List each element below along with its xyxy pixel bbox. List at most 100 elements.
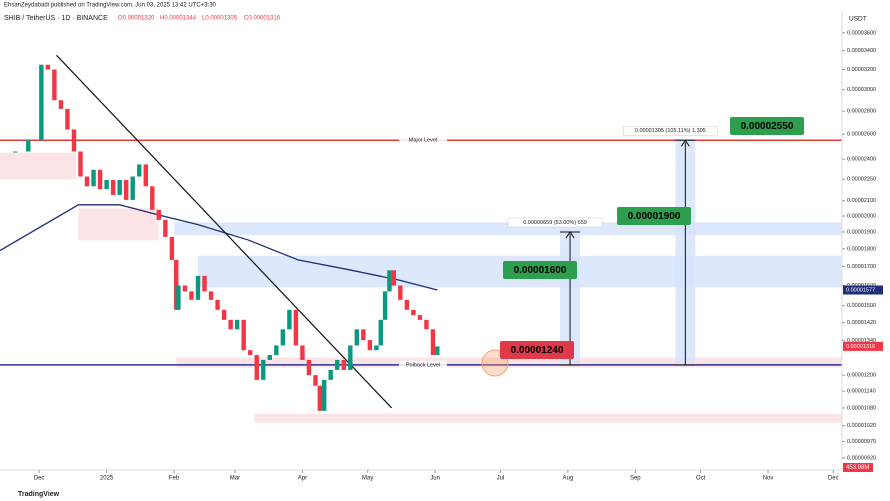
unit-label: USDT (849, 16, 867, 23)
candle (435, 346, 440, 356)
x-tick-label: May (362, 476, 373, 482)
candle (321, 379, 327, 411)
candle (97, 169, 103, 190)
candle (156, 209, 162, 220)
support-box: 0.00001240 (500, 341, 574, 359)
plot-area: Major Level Polback Level 0.00000659 (53.0… (0, 54, 843, 423)
y-tick-label: 0.00001500 (847, 303, 876, 309)
x-tick-label: Jul (497, 476, 505, 482)
candle (417, 315, 423, 320)
y-tick-label: 0.00001200 (847, 373, 876, 379)
candle (328, 369, 333, 380)
measure-label: 0.00000659 (53.00%) 659 (523, 220, 587, 226)
price-tag-label: 0.00001577 (846, 287, 875, 293)
candle (391, 270, 397, 286)
candle (174, 259, 179, 310)
candle (130, 176, 135, 200)
candle (58, 100, 64, 109)
level-label-bg (399, 360, 447, 369)
candle (341, 359, 346, 370)
candle (176, 285, 181, 310)
zone (78, 208, 159, 241)
y-tick-label: 0.00002600 (847, 132, 876, 138)
support-bg (500, 341, 574, 359)
candle (202, 275, 207, 292)
candle (84, 176, 90, 187)
candle (367, 340, 373, 351)
candle (261, 359, 266, 380)
level-label-bg (399, 136, 447, 145)
measure-label: 0.00001305 (105.11%) 1,305 (635, 128, 706, 134)
y-tick-label: 0.00002800 (847, 109, 876, 115)
candle (215, 299, 220, 310)
trendline (56, 54, 393, 409)
candle (387, 270, 392, 292)
candle (280, 329, 286, 346)
candle (248, 350, 253, 356)
candle (123, 179, 129, 200)
candle (150, 186, 155, 210)
y-tick-label: 0.00001140 (847, 389, 876, 395)
price-axis-bg (842, 0, 890, 501)
candle (317, 385, 323, 411)
ohlc-value: C0.00001316 (244, 16, 281, 22)
y-tick-label: 0.00000920 (847, 455, 876, 461)
candle (404, 299, 410, 310)
x-tick-label: Dec (828, 476, 839, 482)
candle (189, 291, 194, 300)
y-tick-label: 0.00001020 (847, 423, 876, 429)
measure-label-bg (623, 126, 718, 136)
candle (228, 319, 233, 330)
y-tick-label: 0.00003400 (847, 48, 876, 54)
candle (254, 355, 259, 380)
candle (424, 319, 429, 330)
zone (174, 222, 842, 236)
candle (78, 151, 83, 177)
price-tag (843, 285, 883, 295)
candle (300, 345, 305, 360)
candle (65, 108, 70, 130)
symbol-title: SHIB / TetherUS · 1D · BINANCE (4, 15, 108, 22)
y-tick-label: 0.00003600 (847, 30, 876, 36)
x-tick-label: Aug (563, 476, 574, 482)
volume-label: 453.98M (846, 465, 869, 471)
y-tick-label: 0.00002250 (847, 177, 876, 183)
candle (163, 219, 168, 237)
y-tick-label: 0.00001340 (847, 338, 876, 344)
y-tick-label: 0.00001420 (847, 320, 876, 326)
candle (13, 151, 18, 153)
candle (143, 164, 148, 187)
x-tick-label: Sep (630, 476, 641, 482)
target-label: 0.00001600 (514, 265, 567, 276)
candle (287, 309, 292, 330)
candle (241, 319, 246, 351)
y-tick-label: 0.00001700 (847, 264, 876, 270)
y-tick-label: 0.00002100 (847, 198, 876, 204)
target-bg (730, 117, 804, 135)
target-box: 0.00001900 (617, 207, 691, 225)
ohlc-value: O0.00001320 (118, 16, 155, 22)
zone (0, 152, 77, 180)
x-tick-label: Dec (34, 476, 45, 482)
candle (117, 179, 122, 195)
candle (374, 345, 379, 351)
y-tick-label: 0.00002400 (847, 157, 876, 163)
x-tick-label: 2025 (100, 476, 114, 482)
ohlc-value: L0.00001305 (202, 16, 238, 22)
candle (354, 329, 360, 346)
candle (313, 375, 318, 386)
target-label: 0.00002550 (741, 121, 794, 132)
candle (293, 309, 299, 346)
candle (208, 291, 214, 300)
y-tick-label: 0.00003000 (847, 87, 876, 93)
footer-logo: TradingView (18, 491, 60, 498)
x-tick-label: Nov (763, 476, 774, 482)
candle (411, 309, 416, 316)
target-box: 0.00002550 (730, 117, 804, 135)
zone (176, 357, 843, 368)
candle (45, 64, 51, 70)
candle (221, 309, 227, 320)
x-tick-label: Mar (230, 476, 240, 482)
